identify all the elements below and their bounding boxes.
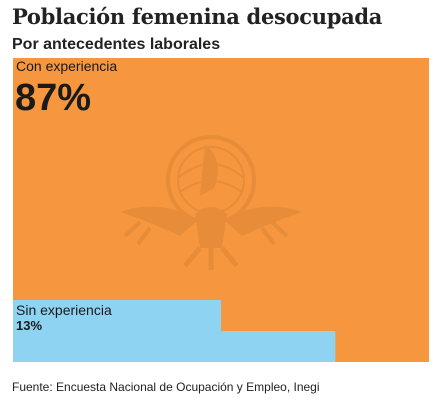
label-con-experiencia: Con experiencia (16, 58, 117, 74)
value-sin-experiencia: 13% (16, 318, 42, 333)
area-sin-experiencia-bottom (13, 331, 336, 362)
source-note: Fuente: Encuesta Nacional de Ocupación y… (12, 380, 320, 394)
value-con-experiencia: 87% (15, 77, 91, 119)
area-sin-experiencia-top (13, 300, 221, 331)
chart-subtitle: Por antecedentes laborales (12, 36, 221, 53)
label-sin-experiencia: Sin experiencia (16, 302, 112, 318)
eagle-watermark (120, 135, 302, 270)
chart-title: Población femenina desocupada (12, 4, 383, 29)
